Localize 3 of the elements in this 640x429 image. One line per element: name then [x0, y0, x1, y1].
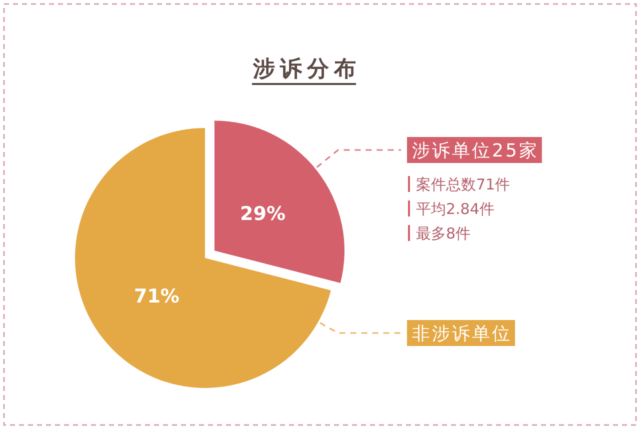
slice-label: 涉诉单位25家: [412, 140, 539, 162]
title: 涉诉分布: [253, 57, 361, 82]
slice-label: 非涉诉单位: [412, 324, 512, 344]
